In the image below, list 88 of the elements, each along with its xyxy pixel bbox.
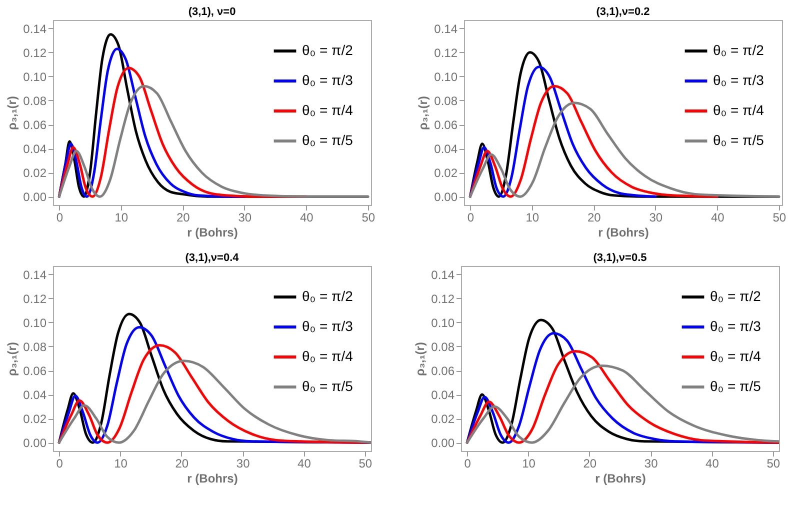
y-tick-label: 0.02 (434, 166, 458, 180)
legend-label: θ₀ = π/2 (713, 42, 764, 58)
x-tick-label: 0 (56, 456, 64, 470)
y-tick-label: 0.00 (23, 190, 47, 204)
legend-label: θ₀ = π/3 (710, 318, 762, 334)
legend-label: θ₀ = π/2 (302, 288, 354, 304)
y-tick-label: 0.06 (23, 118, 47, 132)
y-tick-label: 0.00 (434, 190, 458, 204)
y-tick-label: 0.14 (431, 268, 455, 282)
y-tick-label: 0.08 (431, 340, 455, 354)
y-tick-label: 0.10 (431, 316, 455, 330)
y-tick-label: 0.00 (23, 436, 47, 450)
y-tick-label: 0.04 (431, 388, 455, 402)
x-axis-title: r (Bohrs) (595, 472, 646, 486)
y-tick-label: 0.12 (434, 46, 458, 60)
legend-label: θ₀ = π/4 (710, 348, 762, 364)
x-tick-label: 40 (706, 456, 720, 470)
x-tick-label: 10 (114, 456, 128, 470)
y-tick-label: 0.06 (434, 118, 458, 132)
line-series (468, 66, 657, 198)
y-tick-label: 0.12 (23, 292, 47, 306)
y-tick-label: 0.04 (23, 142, 47, 156)
x-tick-label: 0 (56, 210, 64, 224)
legend-label: θ₀ = π/4 (302, 348, 354, 364)
y-tick-label: 0.00 (431, 436, 455, 450)
y-tick-label: 0.14 (434, 22, 458, 36)
x-tick-label: 20 (176, 210, 190, 224)
y-tick-label: 0.10 (434, 70, 458, 84)
y-tick-label: 0.14 (23, 268, 47, 282)
x-axis-title: r (Bohrs) (598, 226, 649, 240)
y-tick-label: 0.04 (434, 142, 458, 156)
y-tick-label: 0.12 (431, 292, 455, 306)
legend-label: θ₀ = π/3 (302, 72, 354, 88)
y-tick-label: 0.06 (431, 364, 455, 378)
y-tick-label: 0.02 (23, 166, 47, 180)
x-tick-label: 10 (522, 456, 536, 470)
chart-title: (3,1), ν=0 (188, 6, 236, 18)
y-tick-label: 0.04 (23, 388, 47, 402)
y-tick-label: 0.08 (23, 340, 47, 354)
x-tick-label: 30 (236, 456, 250, 470)
x-tick-label: 40 (298, 456, 312, 470)
x-tick-label: 30 (644, 456, 658, 470)
y-axis-title: ρ₃,₁(r) (5, 342, 20, 376)
legend-label: θ₀ = π/5 (302, 132, 354, 148)
line-series (58, 84, 370, 198)
chart-title: (3,1),ν=0.5 (593, 252, 647, 264)
y-tick-label: 0.02 (431, 412, 455, 426)
chart-title: (3,1),ν=0.2 (596, 6, 650, 18)
x-tick-label: 40 (300, 210, 314, 224)
x-tick-label: 10 (114, 210, 128, 224)
y-axis-title: ρ₃,₁(r) (416, 96, 430, 130)
y-tick-label: 0.08 (434, 94, 458, 108)
x-tick-label: 20 (583, 456, 597, 470)
legend-label: θ₀ = π/3 (713, 72, 764, 88)
x-tick-label: 0 (464, 456, 472, 470)
legend-label: θ₀ = π/2 (302, 42, 354, 58)
legend-label: θ₀ = π/3 (302, 318, 354, 334)
x-tick-label: 10 (526, 210, 540, 224)
x-tick-label: 30 (649, 210, 663, 224)
legend-label: θ₀ = π/4 (302, 102, 354, 118)
chart-title: (3,1),ν=0.4 (185, 252, 240, 264)
legend-label: θ₀ = π/4 (713, 102, 764, 118)
x-tick-label: 20 (175, 456, 189, 470)
y-tick-label: 0.10 (23, 316, 47, 330)
line-series (468, 102, 780, 198)
y-tick-label: 0.10 (23, 70, 47, 84)
legend-label: θ₀ = π/5 (302, 378, 354, 394)
x-tick-label: 20 (587, 210, 602, 224)
x-tick-label: 0 (467, 210, 474, 224)
x-tick-label: 50 (362, 210, 376, 224)
y-tick-label: 0.02 (23, 412, 47, 426)
x-tick-label: 30 (238, 210, 252, 224)
line-series (58, 344, 371, 444)
x-tick-label: 40 (710, 210, 725, 224)
legend-label: θ₀ = π/2 (710, 288, 762, 304)
y-axis-title: ρ₃,₁(r) (5, 96, 20, 130)
y-tick-label: 0.08 (23, 94, 47, 108)
y-tick-label: 0.06 (23, 364, 47, 378)
x-axis-title: r (Bohrs) (187, 472, 238, 486)
x-tick-label: 50 (358, 456, 372, 470)
x-tick-label: 50 (766, 456, 780, 470)
y-axis-title: ρ₃,₁(r) (413, 342, 428, 376)
x-axis-title: r (Bohrs) (187, 226, 238, 240)
legend-label: θ₀ = π/5 (713, 132, 764, 148)
y-tick-label: 0.14 (23, 22, 47, 36)
legend-label: θ₀ = π/5 (710, 378, 762, 394)
x-tick-label: 50 (772, 210, 786, 224)
y-tick-label: 0.12 (23, 46, 47, 60)
